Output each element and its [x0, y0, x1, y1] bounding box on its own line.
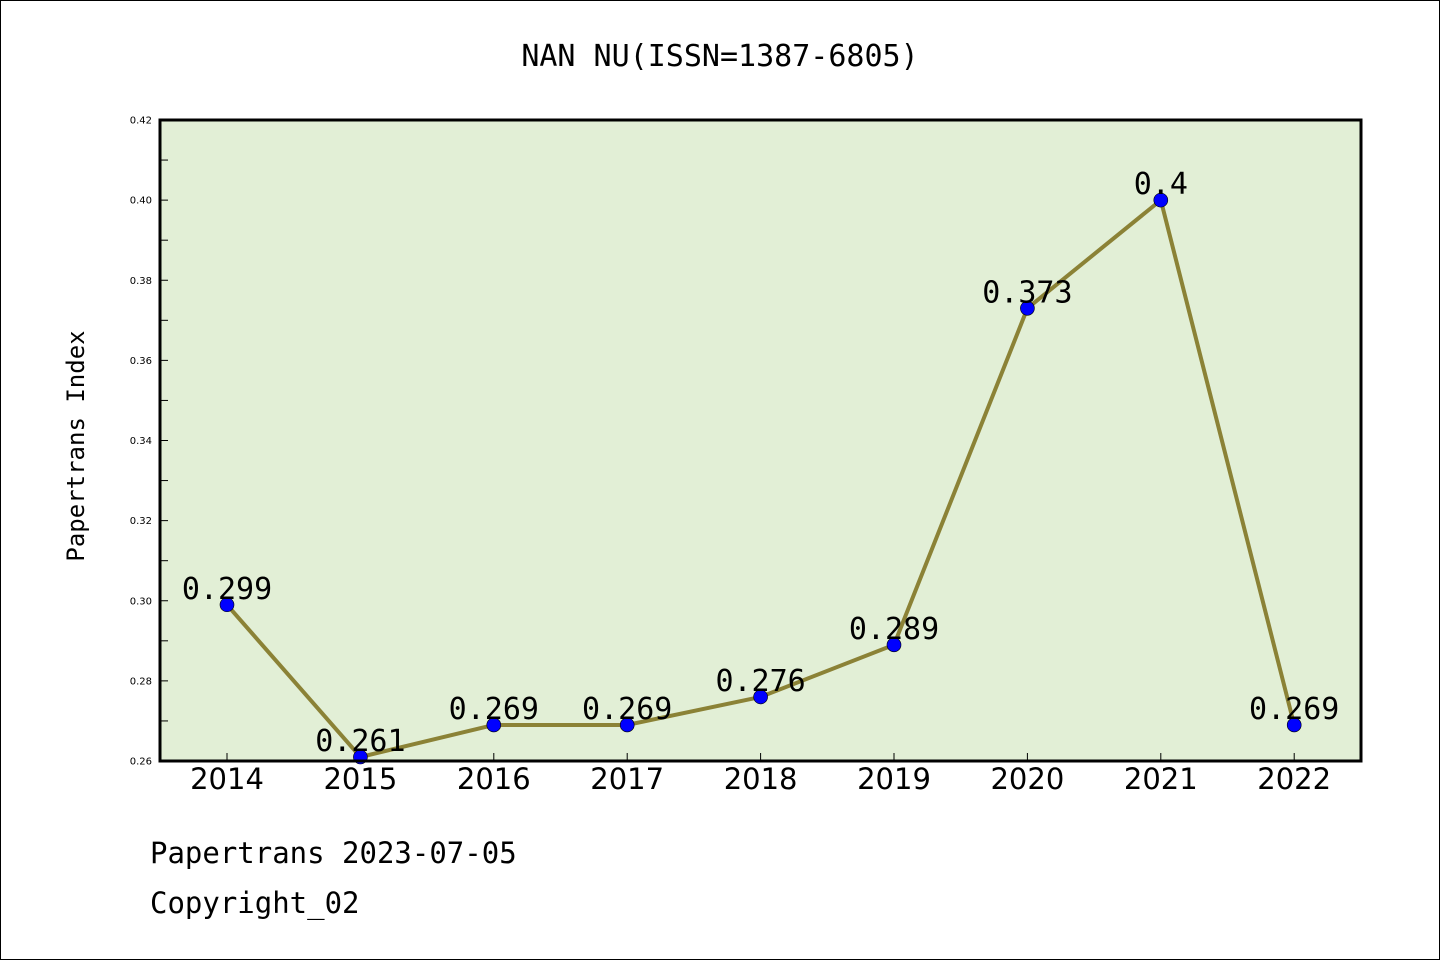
x-tick-label: 2022: [1257, 762, 1331, 796]
data-label: 0.373: [982, 275, 1072, 310]
data-point: [886, 637, 902, 653]
x-tick-label: 2015: [323, 762, 397, 796]
y-tick-label: 0.30: [130, 596, 152, 607]
data-label: 0.261: [315, 724, 405, 759]
data-label: 0.4: [1134, 167, 1188, 202]
data-label: 0.276: [715, 664, 805, 699]
data-point: [486, 717, 502, 733]
chart-title: NAN NU(ISSN=1387-6805): [521, 39, 918, 74]
data-label: 0.269: [582, 692, 672, 727]
x-tick-label: 2021: [1124, 762, 1198, 796]
y-tick-label: 0.40: [130, 196, 152, 207]
y-tick-label: 0.26: [130, 757, 152, 768]
data-label: 0.269: [449, 692, 539, 727]
x-tick-label: 2016: [457, 762, 531, 796]
data-point: [1153, 192, 1169, 208]
data-point: [619, 717, 635, 733]
data-label: 0.299: [182, 572, 272, 607]
y-tick-label: 0.38: [130, 276, 152, 287]
plot-border: [158, 118, 1363, 763]
y-tick-label: 0.34: [130, 436, 152, 447]
x-tick-label: 2020: [990, 762, 1064, 796]
data-point: [1286, 717, 1302, 733]
data-point: [219, 597, 235, 613]
footer-date: Papertrans 2023-07-05: [150, 836, 517, 870]
data-point: [753, 689, 768, 705]
y-tick-label: 0.32: [130, 516, 152, 527]
y-axis-label: Papertrans Index: [62, 330, 90, 561]
x-tick-label: 2019: [857, 762, 931, 796]
x-tick-label: 2014: [190, 762, 264, 796]
data-label: 0.289: [849, 612, 939, 647]
y-tick-label: 0.42: [130, 116, 152, 127]
data-point: [1020, 300, 1035, 316]
plot-area: [160, 120, 1361, 761]
x-tick-label: 2018: [724, 762, 798, 796]
y-tick-label: 0.36: [130, 356, 152, 367]
y-tick-label: 0.28: [130, 676, 152, 687]
data-label: 0.269: [1249, 692, 1339, 727]
footer-copyright: Copyright_02: [150, 886, 360, 920]
x-tick-label: 2017: [590, 762, 664, 796]
